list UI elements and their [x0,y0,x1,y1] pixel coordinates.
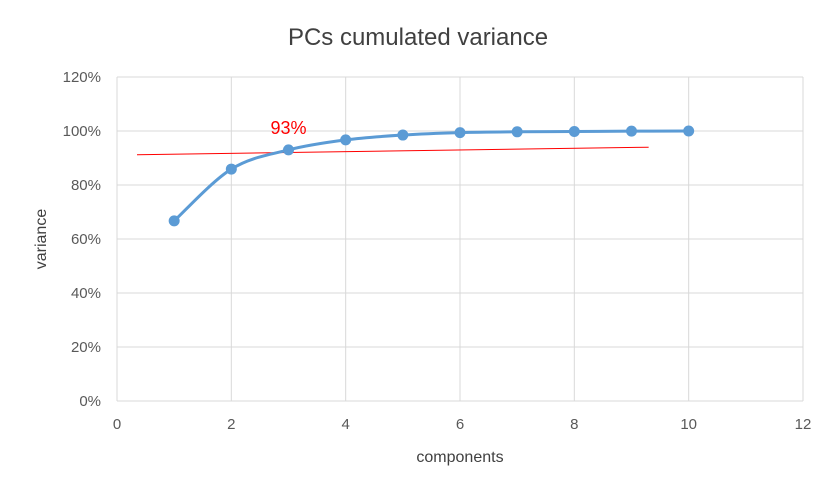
data-point [397,129,409,141]
x-tick-label: 6 [456,416,464,433]
reference-line-layer [137,146,649,156]
annotations: 93% [270,118,306,138]
data-point [168,215,180,227]
x-tick-label: 2 [227,416,235,433]
series-layer [168,125,695,227]
y-tick-label: 60% [71,231,101,248]
y-tick-label: 80% [71,177,101,194]
data-point [340,134,352,146]
data-point [225,163,237,175]
x-tick-label: 0 [113,416,121,433]
x-tick-label: 8 [570,416,578,433]
y-axis-title: variance [33,209,50,270]
x-tick-label: 12 [795,416,812,433]
x-tick-label: 10 [680,416,697,433]
x-tick-label: 4 [341,416,349,433]
data-point [511,126,523,138]
tick-labels: 0% 20% 40% 60% 80% 100% 120% 0 2 4 6 8 10 12 [63,69,812,433]
data-point [626,125,637,137]
data-point [454,127,466,139]
y-tick-label: 0% [79,393,101,410]
y-tick-label: 120% [63,69,101,86]
series-line [172,129,691,223]
y-tick-label: 40% [71,285,101,302]
reference-line [137,146,649,156]
data-point [568,126,580,138]
y-tick-label: 20% [71,339,101,356]
x-axis-title: components [416,449,503,466]
data-point [283,144,294,156]
chart-title: PCs cumulated variance [288,24,548,51]
annotation-label: 93% [270,118,306,138]
y-tick-label: 100% [63,123,101,140]
data-point [683,125,695,137]
